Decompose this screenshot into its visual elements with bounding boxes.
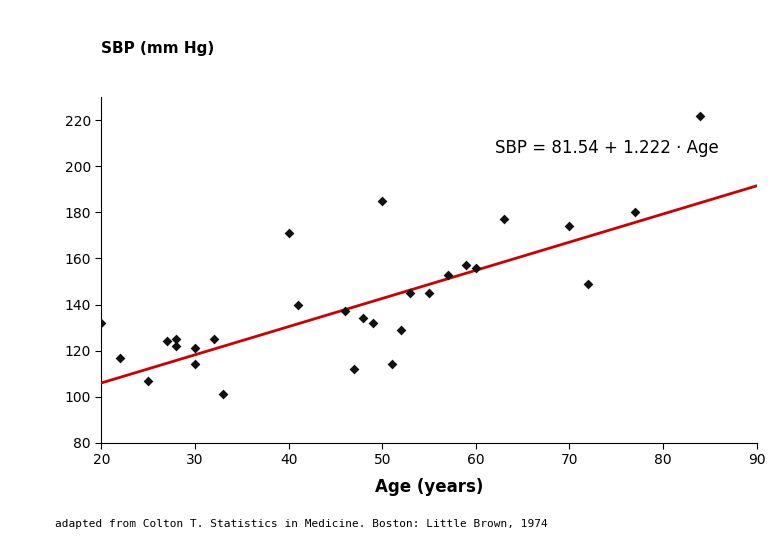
Text: adapted from Colton T. Statistics in Medicine. Boston: Little Brown, 1974: adapted from Colton T. Statistics in Med… [55, 519, 548, 529]
Point [217, 390, 229, 399]
Point [498, 215, 510, 224]
Point [189, 344, 201, 353]
Text: SBP (mm Hg): SBP (mm Hg) [101, 40, 214, 56]
X-axis label: Age (years): Age (years) [375, 478, 483, 496]
Point [189, 360, 201, 369]
Point [441, 271, 454, 279]
Point [170, 342, 183, 350]
Point [282, 229, 295, 238]
Point [563, 222, 576, 231]
Point [357, 314, 370, 323]
Point [404, 289, 417, 298]
Point [694, 111, 707, 120]
Point [470, 264, 482, 272]
Point [395, 326, 407, 334]
Point [367, 319, 379, 327]
Text: SBP = 81.54 + 1.222 · Age: SBP = 81.54 + 1.222 · Age [495, 139, 718, 157]
Point [423, 289, 435, 298]
Point [207, 335, 220, 343]
Point [114, 353, 126, 362]
Point [376, 197, 388, 205]
Point [292, 300, 304, 309]
Point [95, 319, 108, 327]
Point [629, 208, 641, 217]
Point [161, 337, 173, 346]
Point [170, 335, 183, 343]
Point [460, 261, 473, 269]
Point [582, 280, 594, 288]
Point [385, 360, 398, 369]
Point [339, 307, 351, 316]
Point [142, 376, 154, 385]
Point [348, 364, 360, 373]
